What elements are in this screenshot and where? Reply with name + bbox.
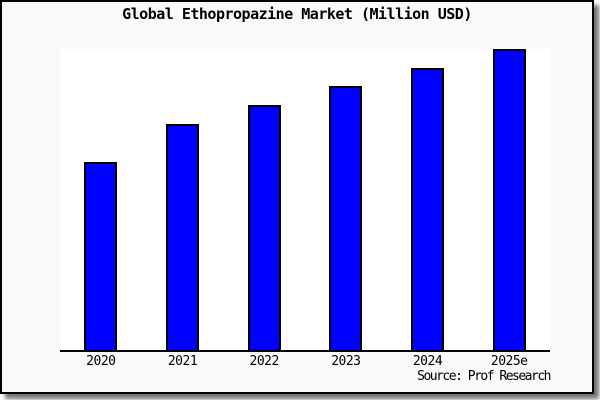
- bar-slot-2025e: [468, 49, 550, 350]
- bar-2021: [166, 123, 199, 350]
- x-tick-label-2021: 2021: [167, 354, 198, 369]
- x-tick-label-2023: 2023: [331, 354, 361, 369]
- bar-slot-2021: [142, 49, 224, 350]
- bar-slot-2020: [60, 49, 142, 350]
- x-tick-label-2020: 2020: [86, 354, 116, 369]
- bar-2024: [411, 67, 445, 350]
- chart-title: Global Ethopropazine Market (Million USD…: [122, 5, 472, 23]
- x-tick-label-2024: 2024: [412, 354, 443, 369]
- bar-2025e: [492, 49, 526, 350]
- bar-2023: [329, 86, 363, 350]
- bars-group: [60, 49, 550, 350]
- chart-frame: Global Ethopropazine Market (Million USD…: [0, 0, 594, 394]
- source-attribution: Source: Prof Research: [417, 369, 551, 384]
- bar-slot-2022: [223, 49, 305, 350]
- bar-slot-2023: [305, 49, 387, 350]
- bar-2020: [84, 161, 118, 350]
- plot-area: [60, 49, 550, 352]
- x-tick-label-2025e: 2025e: [490, 354, 528, 369]
- bar-slot-2024: [387, 49, 469, 350]
- x-tick-label-2022: 2022: [249, 354, 280, 369]
- bar-2022: [247, 105, 281, 350]
- x-axis-labels: 2020 2021 2022 2023 2024 2025e: [60, 354, 550, 369]
